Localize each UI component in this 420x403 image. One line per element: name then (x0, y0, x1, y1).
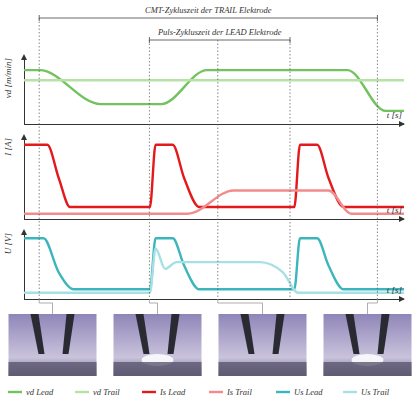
svg-text:t [s]: t [s] (387, 285, 403, 295)
svg-text:vd Trail: vd Trail (93, 387, 120, 397)
svg-text:U [V]: U [V] (3, 233, 13, 255)
svg-text:t [s]: t [s] (387, 205, 403, 215)
svg-text:Us Trail: Us Trail (361, 387, 390, 397)
svg-text:Is Trail: Is Trail (226, 387, 252, 397)
svg-text:I [A]: I [A] (3, 138, 13, 157)
svg-text:t [s]: t [s] (387, 110, 403, 120)
svg-text:Us Lead: Us Lead (294, 387, 323, 397)
svg-text:CMT-Zykluszeit der TRAIL Elekt: CMT-Zykluszeit der TRAIL Elektrode (145, 5, 272, 15)
svg-text:vd Lead: vd Lead (26, 387, 54, 397)
svg-text:vd [m/min]: vd [m/min] (3, 58, 13, 99)
svg-text:Puls-Zykluszeit der LEAD Elekt: Puls-Zykluszeit der LEAD Elektrode (157, 27, 282, 37)
svg-text:Is Lead: Is Lead (159, 387, 186, 397)
